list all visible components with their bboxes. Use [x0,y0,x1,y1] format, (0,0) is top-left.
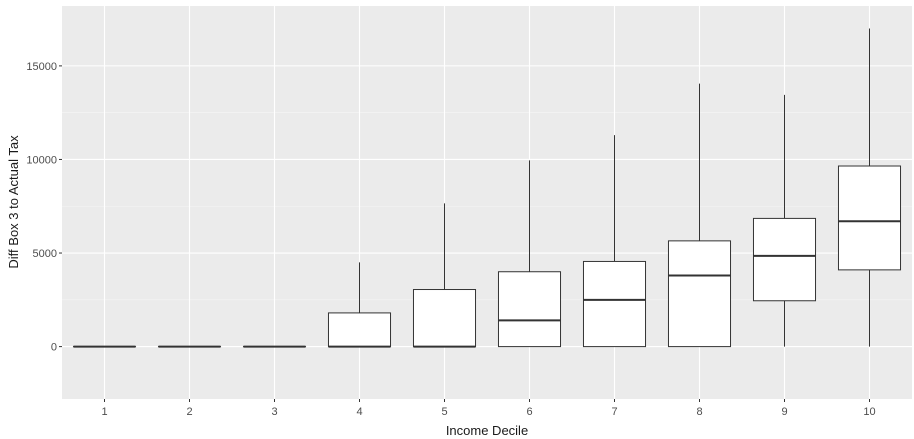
x-tick-label: 5 [441,406,447,418]
box-decile-5 [412,203,477,348]
x-tick-label: 7 [611,406,617,418]
box-body [837,165,902,271]
box-decile-6 [497,160,562,348]
y-axis-title: Diff Box 3 to Actual Tax [6,135,21,269]
box-body [752,217,817,302]
y-axis: 0 5000 10000 15000 [26,61,62,354]
box-decile-4 [327,262,392,348]
box-decile-8 [667,83,732,348]
box-decile-9 [752,94,817,347]
y-tick-label: 15000 [26,61,57,73]
x-tick-label: 6 [526,406,532,418]
box-body [667,240,732,348]
box-body [412,289,477,348]
x-tick-label: 10 [863,406,875,418]
box-body [497,271,562,348]
x-tick-label: 4 [356,406,362,418]
x-tick-label: 8 [696,406,702,418]
y-tick-label: 10000 [26,154,57,166]
box-body [582,260,647,348]
x-tick-label: 3 [271,406,277,418]
box-series [72,28,902,348]
box-decile-7 [582,135,647,348]
box-decile-10 [837,28,902,347]
box-body [327,312,392,348]
y-tick-label: 5000 [33,248,57,260]
plot-panel [62,6,912,399]
x-axis-title: Income Decile [446,423,528,438]
y-tick-label: 0 [51,342,57,354]
x-tick-label: 1 [101,406,107,418]
x-axis: 1 2 3 4 5 6 7 8 9 10 [101,399,876,418]
x-tick-label: 2 [186,406,192,418]
x-tick-label: 9 [781,406,787,418]
